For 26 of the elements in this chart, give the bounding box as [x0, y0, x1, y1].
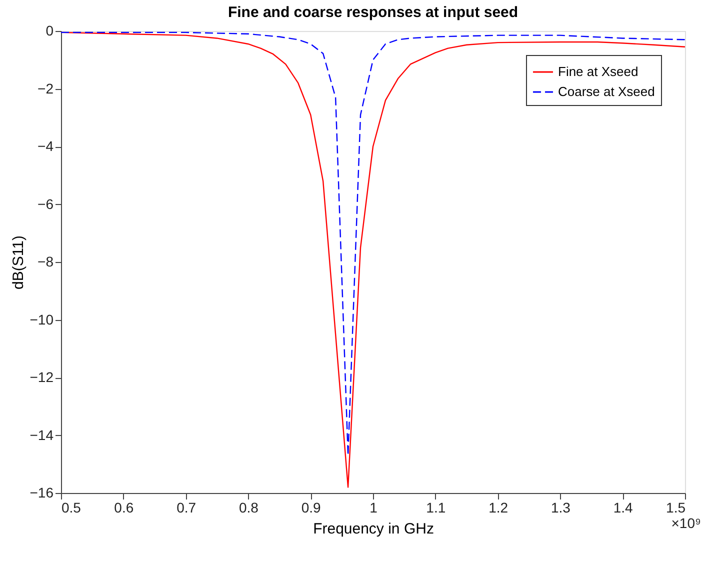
- x-axis-title: Frequency in GHz: [313, 520, 434, 538]
- text: ×10⁹: [671, 515, 701, 531]
- x-tick-label: 0.5: [62, 500, 82, 516]
- legend-label: Coarse at Xseed: [558, 84, 655, 99]
- x-tick-label: 0.9: [301, 500, 322, 516]
- x-tick-label: 0.7: [176, 500, 196, 516]
- y-tick-label: 0: [46, 22, 54, 38]
- legend-label: Fine at Xseed: [558, 64, 638, 79]
- x-tick-label: 1.2: [488, 500, 508, 516]
- x-tick-label: 1.5: [666, 500, 686, 516]
- x-tick-label: 1.3: [550, 500, 571, 516]
- x-tick-label: 1: [370, 500, 378, 516]
- y-tick-label: −14: [30, 426, 54, 443]
- y-tick-label: −10: [30, 311, 54, 328]
- chart-title: Fine and coarse responses at input seed: [228, 4, 518, 21]
- y-axis-title: dB(S11): [10, 236, 27, 290]
- y-tick-label: −16: [30, 484, 54, 500]
- x-tick-label: 1.1: [426, 500, 446, 516]
- x-tick-label: 0.8: [238, 500, 259, 516]
- y-tick-label: −4: [38, 138, 54, 154]
- y-tick-label: −12: [30, 369, 54, 385]
- x-tick-label: 1.4: [613, 500, 634, 516]
- x-tick-label: 0.6: [114, 500, 134, 516]
- y-tick-label: −6: [38, 196, 54, 212]
- y-tick-label: −2: [38, 80, 54, 96]
- y-tick-label: −8: [38, 254, 54, 270]
